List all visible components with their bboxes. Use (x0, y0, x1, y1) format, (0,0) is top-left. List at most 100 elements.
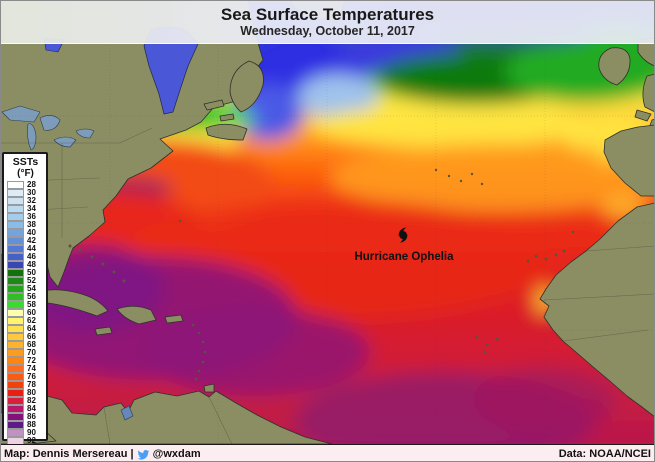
land-jamaica (94, 326, 113, 336)
legend-value: 88 (27, 420, 36, 429)
land-cornwall (634, 109, 652, 122)
legend-row: 28 (7, 181, 44, 189)
legend-swatch (7, 429, 24, 437)
hurricane-ophelia-marker: Hurricane Ophelia (354, 227, 454, 263)
legend-row: 56 (7, 293, 44, 301)
hurricane-icon (398, 227, 408, 243)
legend-swatch (7, 309, 24, 317)
legend-swatch (7, 397, 24, 405)
legend-value: 30 (27, 188, 36, 197)
legend-row: 52 (7, 277, 44, 285)
legend-swatch (7, 413, 24, 421)
legend-value: 66 (27, 332, 36, 341)
legend-row: 62 (7, 317, 44, 325)
legend-row: 70 (7, 349, 44, 357)
sst-legend: SSTs (°F) 28 30 32 34 36 38 40 42 44 46 48 50 52 54 56… (2, 152, 48, 445)
legend-swatch (7, 293, 24, 301)
legend-swatch (7, 357, 24, 365)
legend-value: 78 (27, 380, 36, 389)
legend-value: 54 (27, 284, 36, 293)
legend-value: 74 (27, 364, 36, 373)
legend-value: 84 (27, 404, 36, 413)
legend-entries: 28 30 32 34 36 38 40 42 44 46 48 50 52 54 56 58 60 62 64 66… (7, 181, 44, 445)
legend-swatch (7, 341, 24, 349)
legend-swatch (7, 189, 24, 197)
map-credit: Map: Dennis Mersereau | @wxdam (0, 447, 201, 461)
footer-bar: Map: Dennis Mersereau | @wxdam Data: NOA… (0, 444, 655, 462)
land-south-america (19, 390, 333, 444)
legend-swatch (7, 349, 24, 357)
legend-row: 66 (7, 333, 44, 341)
legend-value: 68 (27, 340, 36, 349)
legend-swatch (7, 261, 24, 269)
legend-swatch (7, 381, 24, 389)
legend-value: 82 (27, 396, 36, 405)
land-puerto-rico (164, 314, 184, 324)
legend-value: 50 (27, 268, 36, 277)
legend-row: 30 (7, 189, 44, 197)
legend-swatch (7, 373, 24, 381)
legend-row: 64 (7, 325, 44, 333)
legend-row: 82 (7, 397, 44, 405)
land-newfoundland (229, 60, 264, 113)
land-iberia (603, 124, 655, 197)
legend-row: 78 (7, 381, 44, 389)
legend-row: 36 (7, 213, 44, 221)
legend-value: 42 (27, 236, 36, 245)
legend-row: 68 (7, 341, 44, 349)
legend-swatch (7, 317, 24, 325)
legend-row: 50 (7, 269, 44, 277)
legend-row: 90 (7, 429, 44, 437)
legend-row: 76 (7, 373, 44, 381)
legend-row: 40 (7, 229, 44, 237)
great-lakes (1, 105, 95, 151)
legend-swatch (7, 229, 24, 237)
legend-swatch (7, 325, 24, 333)
legend-row: 72 (7, 357, 44, 365)
legend-swatch (7, 405, 24, 413)
legend-row: 44 (7, 245, 44, 253)
land-prince-edward (219, 113, 235, 122)
legend-value: 32 (27, 196, 36, 205)
legend-value: 28 (27, 180, 36, 189)
legend-row: 48 (7, 261, 44, 269)
land-africa (539, 202, 655, 418)
legend-value: 40 (27, 228, 36, 237)
legend-swatch (7, 181, 24, 189)
land-england (642, 73, 655, 113)
page-title: Sea Surface Temperatures (220, 4, 435, 24)
legend-swatch (7, 421, 24, 429)
legend-row: 54 (7, 285, 44, 293)
legend-value: 56 (27, 292, 36, 301)
legend-swatch (7, 205, 24, 213)
legend-row: 86 (7, 413, 44, 421)
hurricane-label: Hurricane Ophelia (354, 251, 454, 263)
legend-swatch (7, 221, 24, 229)
legend-row: 60 (7, 309, 44, 317)
small-islands (68, 168, 575, 381)
graticule-lines (0, 0, 655, 444)
legend-row: 74 (7, 365, 44, 373)
legend-value: 92 (27, 436, 36, 445)
legend-value: 90 (27, 428, 36, 437)
legend-value: 62 (27, 316, 36, 325)
map-credit-text: Map: Dennis Mersereau | (4, 447, 134, 460)
legend-value: 58 (27, 300, 36, 309)
legend-value: 64 (27, 324, 36, 333)
legend-row: 58 (7, 301, 44, 309)
land-hispaniola (116, 305, 157, 325)
legend-swatch (7, 301, 24, 309)
legend-swatch (7, 197, 24, 205)
legend-value: 86 (27, 412, 36, 421)
legend-swatch (7, 285, 24, 293)
twitter-handle: @wxdam (152, 447, 201, 460)
legend-value: 80 (27, 388, 36, 397)
legend-swatch (7, 333, 24, 341)
legend-row: 32 (7, 197, 44, 205)
legend-swatch (7, 365, 24, 373)
land-ireland (598, 47, 631, 86)
atlantic-sst-map: Hurricane Ophelia (0, 0, 655, 444)
legend-row: 88 (7, 421, 44, 429)
legend-value: 52 (27, 276, 36, 285)
